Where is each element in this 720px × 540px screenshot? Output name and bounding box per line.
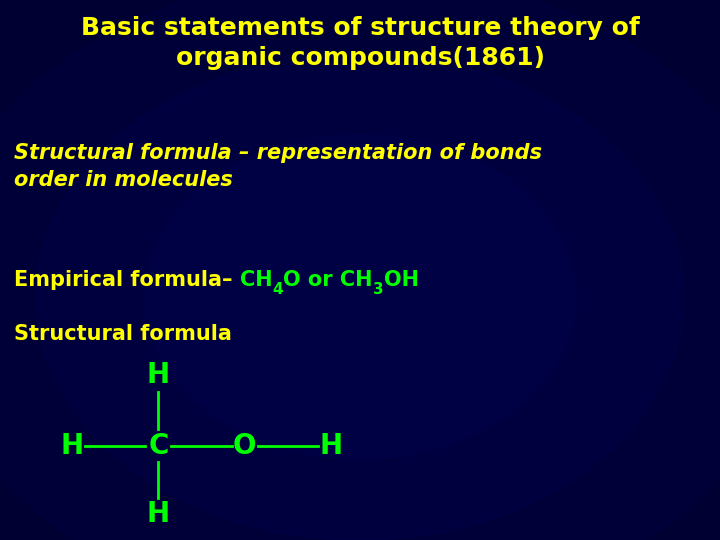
Text: OH: OH xyxy=(384,270,418,290)
Text: Structural formula: Structural formula xyxy=(14,324,233,344)
Text: Empirical formula–: Empirical formula– xyxy=(14,270,240,290)
Text: 4: 4 xyxy=(273,282,284,297)
Text: 3: 3 xyxy=(373,282,384,297)
Text: Structural formula – representation of bonds
order in molecules: Structural formula – representation of b… xyxy=(14,143,542,190)
Circle shape xyxy=(36,54,684,540)
Text: H: H xyxy=(320,431,343,460)
Text: C: C xyxy=(148,431,168,460)
Text: H: H xyxy=(60,431,84,460)
Circle shape xyxy=(144,135,576,459)
Text: O or CH: O or CH xyxy=(284,270,373,290)
Text: CH: CH xyxy=(240,270,273,290)
Text: O: O xyxy=(233,431,256,460)
Text: H: H xyxy=(147,500,170,528)
Text: H: H xyxy=(147,361,170,389)
Text: Basic statements of structure theory of
organic compounds(1861): Basic statements of structure theory of … xyxy=(81,16,639,70)
